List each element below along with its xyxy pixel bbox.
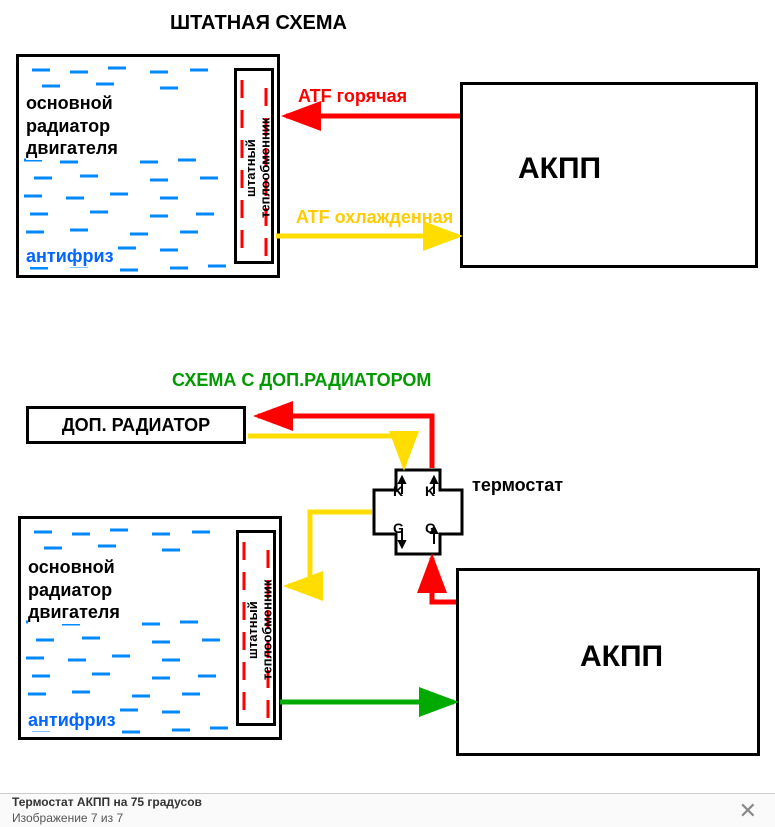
footer-title: Термостат АКПП на 75 градусов	[12, 795, 202, 811]
diagram-canvas: ШТАТНАЯ СХЕМА СХЕМА С ДОП.РАДИАТОРОМ осн…	[0, 0, 775, 793]
scheme2-flows	[0, 0, 775, 793]
close-icon[interactable]: ✕	[733, 798, 763, 824]
footer-subtitle: Изображение 7 из 7	[12, 811, 202, 827]
footer-bar: Термостат АКПП на 75 градусов Изображени…	[0, 793, 775, 827]
footer-text: Термостат АКПП на 75 градусов Изображени…	[12, 795, 202, 826]
